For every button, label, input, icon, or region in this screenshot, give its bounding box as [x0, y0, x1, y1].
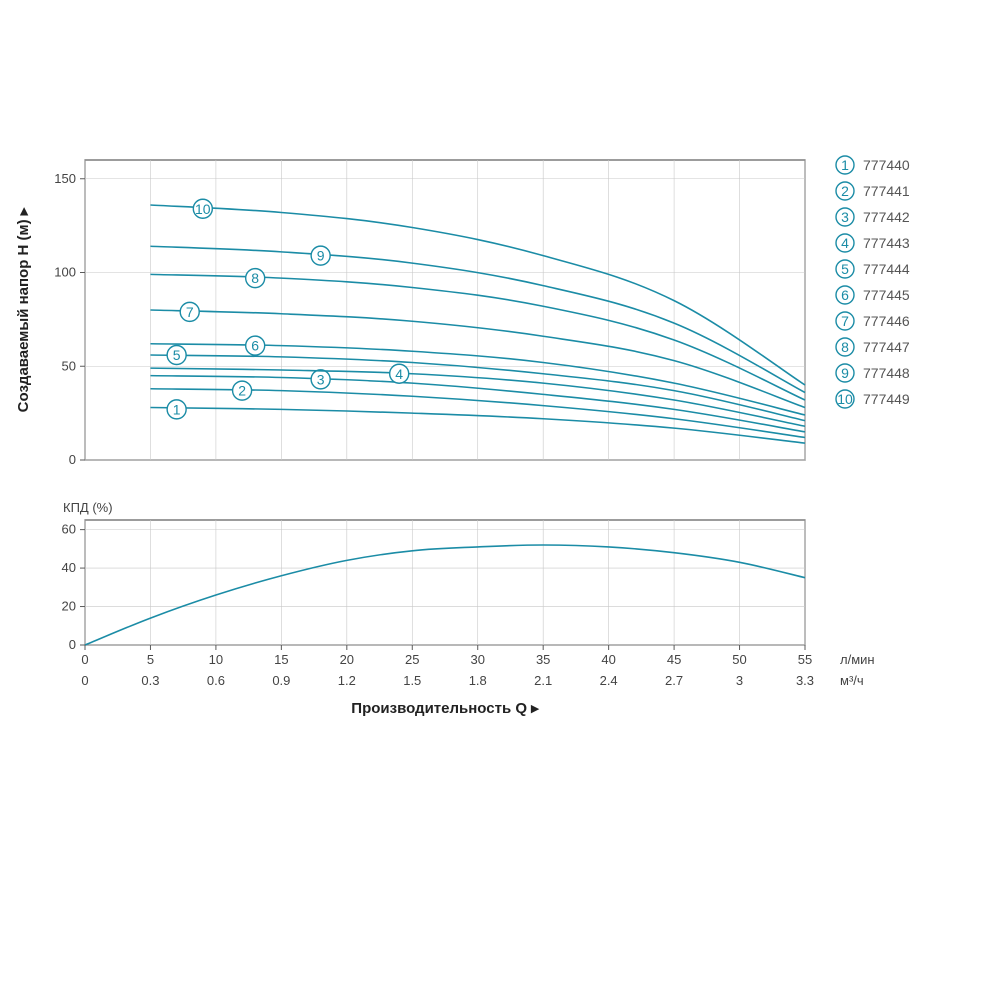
x-axis-title: Производительность Q ▸ [351, 700, 540, 717]
xtick-label-top: 10 [209, 652, 223, 667]
legend-num-3: 3 [841, 209, 849, 225]
legend-num-6: 6 [841, 287, 849, 303]
legend-num-10: 10 [837, 391, 853, 407]
legend-label-10: 777449 [863, 391, 910, 407]
legend-label-8: 777447 [863, 339, 910, 355]
legend-num-5: 5 [841, 261, 849, 277]
xtick-label-top: 45 [667, 652, 681, 667]
curve-marker-label-4: 4 [395, 366, 403, 382]
kpd-label: КПД (%) [63, 500, 113, 515]
legend-num-8: 8 [841, 339, 849, 355]
xtick-label-bot: 3.3 [796, 673, 814, 688]
curve-marker-label-6: 6 [251, 338, 259, 354]
legend-num-7: 7 [841, 313, 849, 329]
curve-marker-label-10: 10 [195, 201, 211, 217]
curve-marker-label-2: 2 [238, 383, 246, 399]
curve-marker-label-5: 5 [173, 347, 181, 363]
legend-num-4: 4 [841, 235, 849, 251]
legend-num-9: 9 [841, 365, 849, 381]
ytick-label: 0 [69, 452, 76, 467]
pump-chart: 0501001501234567891002040600050.3100.615… [0, 0, 1000, 1000]
xtick-label-bot: 1.8 [469, 673, 487, 688]
curve-marker-label-1: 1 [173, 401, 181, 417]
curve-marker-label-8: 8 [251, 270, 259, 286]
legend-label-1: 777440 [863, 157, 910, 173]
ytick-label: 60 [62, 522, 76, 537]
xtick-label-bot: 1.5 [403, 673, 421, 688]
ytick-label: 50 [62, 358, 76, 373]
chart2-frame [85, 520, 805, 645]
xtick-label-top: 0 [81, 652, 88, 667]
xtick-label-top: 30 [470, 652, 484, 667]
legend-label-7: 777446 [863, 313, 910, 329]
kpd-curve [85, 545, 805, 645]
xtick-label-top: 25 [405, 652, 419, 667]
xtick-label-bot: 0 [81, 673, 88, 688]
xtick-label-top: 20 [340, 652, 354, 667]
x-unit-bot: м³/ч [840, 673, 864, 688]
legend-label-3: 777442 [863, 209, 910, 225]
curve-marker-label-3: 3 [317, 371, 325, 387]
curve-marker-label-9: 9 [317, 248, 325, 264]
legend-label-4: 777443 [863, 235, 910, 251]
xtick-label-bot: 2.4 [600, 673, 618, 688]
legend-label-2: 777441 [863, 183, 910, 199]
xtick-label-bot: 0.3 [141, 673, 159, 688]
y-axis-title: Создаваемый напор H (м) ▸ [15, 206, 32, 412]
xtick-label-bot: 3 [736, 673, 743, 688]
xtick-label-top: 55 [798, 652, 812, 667]
legend-num-2: 2 [841, 183, 849, 199]
xtick-label-bot: 2.1 [534, 673, 552, 688]
x-unit-top: л/мин [840, 652, 875, 667]
legend-label-9: 777448 [863, 365, 910, 381]
ytick-label: 0 [69, 637, 76, 652]
xtick-label-top: 15 [274, 652, 288, 667]
legend-label-6: 777445 [863, 287, 910, 303]
legend-num-1: 1 [841, 157, 849, 173]
legend-label-5: 777444 [863, 261, 910, 277]
xtick-label-bot: 2.7 [665, 673, 683, 688]
ytick-label: 100 [54, 265, 76, 280]
xtick-label-top: 35 [536, 652, 550, 667]
ytick-label: 40 [62, 560, 76, 575]
xtick-label-bot: 1.2 [338, 673, 356, 688]
xtick-label-bot: 0.9 [272, 673, 290, 688]
xtick-label-top: 40 [601, 652, 615, 667]
xtick-label-top: 50 [732, 652, 746, 667]
xtick-label-top: 5 [147, 652, 154, 667]
curve-marker-label-7: 7 [186, 304, 194, 320]
ytick-label: 20 [62, 599, 76, 614]
xtick-label-bot: 0.6 [207, 673, 225, 688]
ytick-label: 150 [54, 171, 76, 186]
